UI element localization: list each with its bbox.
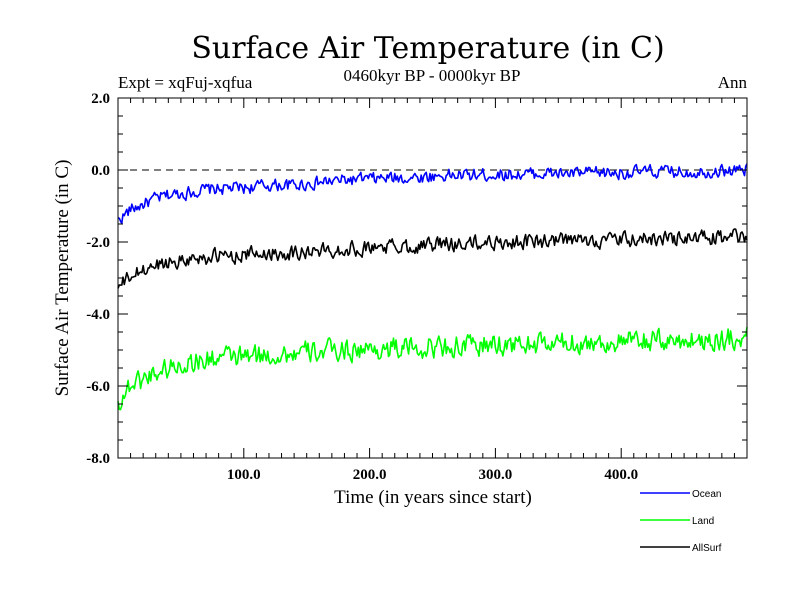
legend: Ocean Land AllSurf (640, 489, 722, 554)
x-axis-label: Time (in years since start) (334, 487, 532, 508)
series-layer (117, 163, 748, 411)
series-line-land (117, 326, 748, 411)
subtitle-center: 0460kyr BP - 0000kyr BP (344, 66, 521, 85)
y-axis-label: Surface Air Temperature (in C) (52, 160, 73, 397)
subtitle-left: Expt = xqFuj-xqfua (118, 73, 253, 92)
x-tick-label: 100.0 (227, 467, 261, 483)
x-tick-label: 300.0 (479, 467, 513, 483)
legend-label-ocean: Ocean (692, 489, 721, 500)
legend-label-allsurf: AllSurf (692, 543, 722, 554)
y-tick-label: -8.0 (86, 451, 110, 467)
series-line-allsurf (117, 228, 748, 289)
ticks-layer: 100.0 200.0 300.0 400.0 2.0 0.0 -2.0 -4.0 -6.0 -8… (86, 91, 747, 483)
y-tick-label: -2.0 (86, 235, 110, 251)
chart-title: Surface Air Temperature (in C) (191, 31, 664, 66)
plot-frame (117, 97, 748, 459)
legend-label-land: Land (692, 516, 714, 527)
x-tick-label: 200.0 (353, 467, 387, 483)
y-tick-label: -4.0 (86, 307, 110, 323)
y-tick-label: 2.0 (91, 91, 110, 107)
y-tick-label: 0.0 (91, 163, 110, 179)
x-tick-label: 400.0 (604, 467, 638, 483)
series-line-ocean (117, 163, 748, 225)
y-tick-label: -6.0 (86, 379, 110, 395)
subtitle-right: Ann (718, 73, 748, 92)
